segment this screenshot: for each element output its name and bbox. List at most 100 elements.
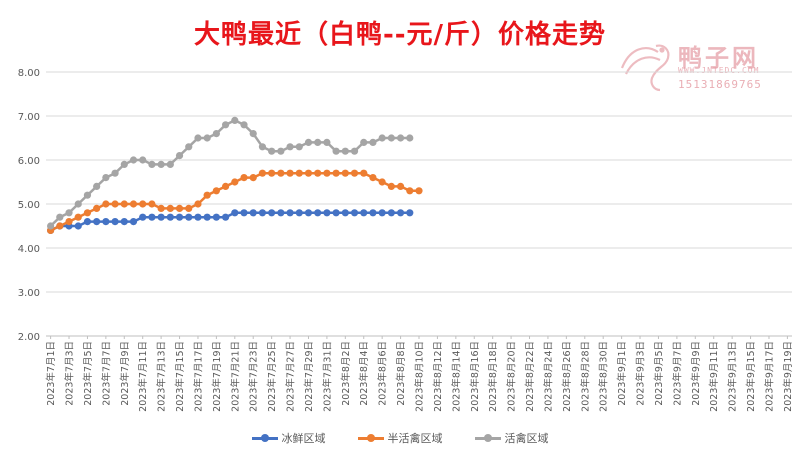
x-tick-label: 2023年8月8日 [395,341,407,406]
data-point [396,209,405,217]
data-point [323,209,331,217]
data-point [139,213,147,221]
x-tick-label: 2023年8月30日 [598,341,610,412]
x-tick-label: 2023年7月23日 [248,341,260,412]
data-point [139,156,147,164]
watermark-phone: 15131869765 [678,78,762,91]
data-point [240,174,248,182]
x-tick-label: 2023年7月29日 [303,341,315,412]
data-point [194,134,202,142]
legend-item: 冰鲜区域 [251,430,326,446]
series-2 [47,169,423,234]
data-point [129,200,138,208]
data-point [415,187,423,195]
data-point [387,182,395,190]
data-point [148,213,156,221]
data-point [387,134,395,142]
data-point [295,143,303,151]
x-tick-label: 2023年9月19日 [782,341,794,412]
y-tick-label: 2.00 [18,332,40,343]
duck-logo-icon [620,44,670,92]
data-point [83,218,92,226]
legend-swatch [357,433,384,442]
data-point [148,200,156,208]
data-point [258,209,267,217]
data-point [65,209,73,217]
data-point [212,187,220,195]
data-point [102,200,110,208]
x-tick-label: 2023年7月27日 [285,341,297,412]
x-tick-label: 2023年9月1日 [616,341,628,406]
data-point [74,213,82,221]
y-axis-ticks: 2.00 3.00 4.00 5.00 6.00 7.00 8.00 [18,68,40,343]
x-tick-label: 2023年9月3日 [635,341,647,406]
data-point [166,213,174,221]
data-point [203,134,211,142]
data-point [286,209,294,217]
data-point [277,209,285,217]
data-point [83,191,92,199]
data-point [314,169,322,177]
data-point [120,200,128,208]
data-point [221,121,230,129]
x-tick-label: 2023年8月24日 [542,341,554,412]
data-point [258,169,267,177]
x-tick-label: 2023年9月9日 [690,341,702,406]
data-point [194,213,202,221]
data-point [387,209,395,217]
x-tick-label: 2023年7月13日 [156,341,168,412]
data-point [304,209,313,217]
x-tick-label: 2023年8月20日 [506,341,518,412]
data-point [286,169,294,177]
legend-item: 半活禽区域 [357,430,443,446]
x-tick-label: 2023年7月7日 [100,341,112,406]
data-point [139,200,147,208]
data-point [268,209,276,217]
data-point [129,156,138,164]
data-point [157,204,165,212]
x-tick-label: 2023年8月2日 [340,341,352,406]
data-point [194,200,202,208]
y-tick-label: 3.00 [18,288,40,299]
x-tick-label: 2023年7月17日 [192,341,204,412]
data-point [378,134,386,142]
x-tick-label: 2023年7月1日 [45,341,57,406]
x-tick-label: 2023年7月5日 [82,341,94,406]
data-point [350,169,359,177]
data-point [240,209,248,217]
x-tick-label: 2023年8月16日 [469,341,481,412]
y-tick-label: 5.00 [18,200,40,211]
data-point [83,209,92,217]
data-point [249,130,257,138]
x-tick-label: 2023年8月6日 [377,341,389,406]
data-point [74,222,82,230]
chart-title: 大鸭最近（白鸭--元/斤）价格走势 [193,20,607,50]
data-point [111,169,119,177]
data-point [129,218,138,226]
x-tick-label: 2023年9月15日 [745,341,757,412]
data-point [286,143,294,151]
data-point [341,147,349,155]
data-point [185,204,193,212]
data-point [369,174,377,182]
watermark: 鸭子网 WWW.JNTEDC.COM 15131869765 [616,38,786,98]
data-point [157,160,165,168]
data-point [268,147,276,155]
x-tick-label: 2023年7月21日 [229,341,241,412]
data-point [249,209,257,217]
data-point [295,169,303,177]
data-point [56,213,64,221]
series-group [47,116,423,234]
data-point [93,182,101,190]
data-point [323,138,331,146]
data-point [350,209,359,217]
data-point [406,187,414,195]
data-point [56,222,64,230]
data-point [378,209,386,217]
x-tick-label: 2023年7月19日 [211,341,223,412]
legend-label: 半活禽区域 [387,432,443,445]
data-point [277,147,285,155]
x-tick-label: 2023年9月11日 [708,341,720,412]
data-point [332,147,340,155]
data-point [148,160,156,168]
